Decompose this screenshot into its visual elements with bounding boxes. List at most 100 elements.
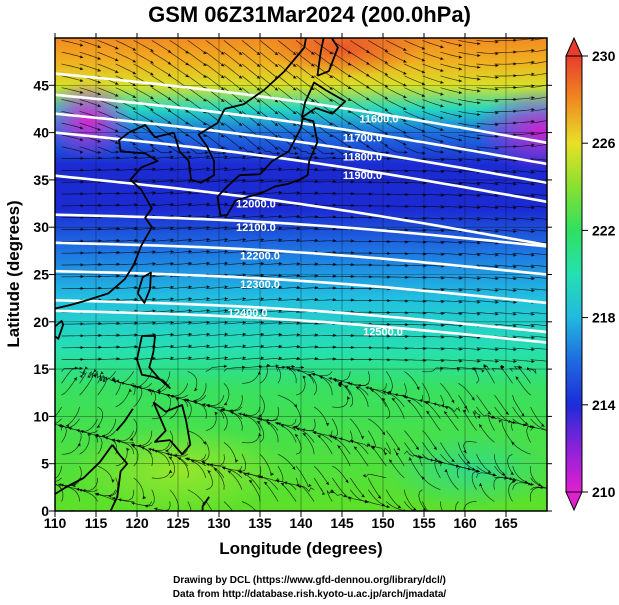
streamline bbox=[368, 75, 389, 88]
streamline-arrowhead bbox=[167, 120, 172, 124]
streamline bbox=[97, 146, 120, 153]
streamline-arrowhead bbox=[521, 413, 525, 417]
streamline bbox=[223, 179, 247, 183]
streamline-arrowhead bbox=[459, 359, 463, 363]
streamline bbox=[133, 168, 156, 171]
streamline-arrowhead bbox=[403, 142, 407, 146]
streamline bbox=[131, 445, 139, 467]
x-tick-label: 120 bbox=[125, 515, 149, 531]
streamline bbox=[241, 99, 261, 115]
streamline bbox=[386, 335, 409, 337]
streamline bbox=[440, 442, 455, 463]
streamline-arrowhead bbox=[130, 443, 135, 447]
y-tick-label: 35 bbox=[33, 172, 49, 188]
streamline-arrowhead bbox=[366, 144, 370, 148]
streamline-arrowhead bbox=[550, 218, 553, 221]
streamline bbox=[115, 204, 138, 207]
streamline bbox=[259, 40, 279, 56]
streamline bbox=[223, 286, 247, 290]
streamline-arrowhead bbox=[360, 436, 365, 440]
streamline-arrowhead bbox=[294, 425, 298, 429]
streamline-arrowhead bbox=[132, 130, 136, 134]
streamline-arrowhead bbox=[422, 507, 427, 511]
streamline bbox=[296, 358, 319, 360]
streamline-arrowhead bbox=[322, 491, 326, 495]
streamline-arrowhead bbox=[347, 133, 352, 137]
streamline bbox=[512, 120, 535, 124]
streamline bbox=[409, 457, 423, 479]
y-tick-label: 10 bbox=[33, 408, 49, 424]
streamline-arrowhead bbox=[495, 312, 499, 316]
streamline-arrowhead bbox=[150, 96, 154, 99]
streamline bbox=[458, 347, 481, 350]
streamline-arrowhead bbox=[278, 309, 283, 313]
streamline-arrowhead bbox=[495, 182, 499, 186]
streamline-arrowhead bbox=[264, 481, 268, 486]
streamline bbox=[404, 99, 426, 109]
streamline bbox=[205, 286, 228, 290]
streamline bbox=[286, 367, 297, 384]
streamline-arrowhead bbox=[531, 359, 535, 364]
streamline-arrowhead bbox=[384, 72, 389, 76]
streamline-arrowhead bbox=[206, 237, 210, 242]
streamline bbox=[476, 264, 499, 268]
streamline bbox=[223, 310, 247, 313]
streamline-arrowhead bbox=[278, 297, 283, 301]
streamline bbox=[455, 501, 459, 511]
contour-line bbox=[55, 213, 547, 248]
streamline-arrowhead bbox=[260, 238, 264, 242]
streamline bbox=[368, 63, 389, 76]
contour-label: 12100.0 bbox=[236, 222, 276, 234]
streamline bbox=[241, 406, 261, 416]
streamline-arrowhead bbox=[274, 146, 279, 150]
streamline bbox=[296, 192, 319, 195]
streamline-arrowhead bbox=[501, 472, 506, 476]
streamline-arrowhead bbox=[47, 479, 50, 482]
streamline bbox=[79, 193, 102, 195]
streamline-arrowhead bbox=[458, 150, 462, 154]
streamline bbox=[313, 87, 333, 102]
streamline bbox=[458, 110, 481, 116]
streamline-arrowhead bbox=[129, 437, 134, 441]
streamline bbox=[494, 276, 517, 280]
streamline bbox=[187, 239, 210, 242]
streamline-arrowhead bbox=[209, 463, 214, 467]
streamline bbox=[476, 75, 499, 78]
streamline-arrowhead bbox=[512, 479, 516, 484]
y-tick-label: 30 bbox=[33, 219, 49, 235]
streamline-arrowhead bbox=[236, 517, 239, 521]
streamline-arrowhead bbox=[495, 123, 499, 127]
contour-line bbox=[55, 299, 547, 334]
streamline bbox=[422, 347, 445, 350]
streamline bbox=[422, 193, 445, 196]
streamline-arrowhead bbox=[152, 202, 156, 207]
streamline bbox=[440, 367, 461, 372]
streamline-arrowhead bbox=[278, 273, 283, 277]
streamline bbox=[137, 430, 153, 446]
streamline-arrowhead bbox=[347, 86, 352, 89]
streamline-arrowhead bbox=[302, 433, 307, 437]
streamline-arrowhead bbox=[206, 249, 210, 254]
streamline-arrowhead bbox=[405, 346, 409, 350]
streamline bbox=[476, 63, 499, 66]
streamline-arrowhead bbox=[328, 377, 332, 381]
streamline bbox=[108, 477, 119, 497]
streamline bbox=[440, 252, 463, 256]
streamline bbox=[75, 488, 98, 492]
streamline-arrowhead bbox=[170, 297, 174, 301]
streamline bbox=[386, 122, 407, 134]
streamline-arrowhead bbox=[549, 95, 552, 98]
streamline-arrowhead bbox=[148, 447, 152, 452]
streamline-arrowhead bbox=[384, 48, 389, 52]
streamline bbox=[277, 334, 301, 337]
streamline-arrowhead bbox=[421, 46, 426, 50]
contour-line bbox=[55, 112, 547, 185]
streamline bbox=[349, 489, 369, 503]
streamline-arrowhead bbox=[220, 122, 225, 126]
streamline bbox=[115, 156, 138, 159]
streamline bbox=[265, 406, 280, 421]
coastline bbox=[55, 444, 114, 495]
streamline bbox=[404, 110, 426, 121]
streamline-arrowhead bbox=[242, 190, 246, 194]
